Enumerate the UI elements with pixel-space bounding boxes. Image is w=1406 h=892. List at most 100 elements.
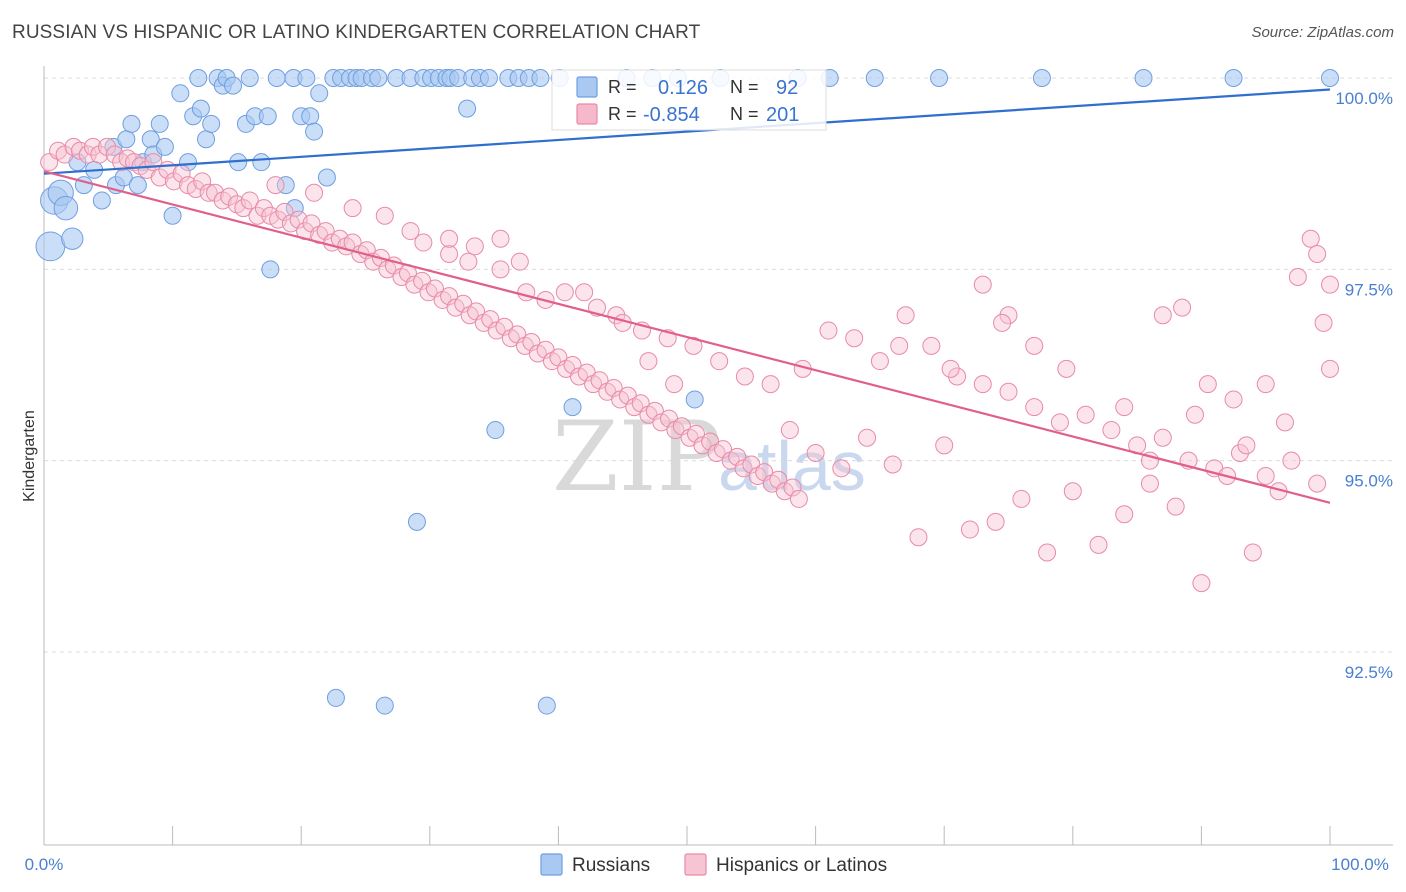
- hispanics-point-179: [1224, 390, 1243, 409]
- russians-point-18: [150, 114, 169, 133]
- trend-line-russians: [43, 88, 1331, 175]
- legend-n-value-russians: 92: [776, 77, 798, 99]
- hispanics-point-131: [845, 329, 864, 348]
- russians-point-89: [1134, 69, 1153, 87]
- hispanics-point-159: [1012, 489, 1031, 508]
- hispanics-point-139: [1050, 413, 1069, 432]
- hispanics-point-24: [206, 183, 225, 202]
- hispanics-point-177: [1173, 298, 1192, 317]
- hispanics-point-88: [645, 401, 664, 420]
- hispanics-point-176: [1153, 306, 1172, 325]
- x-axis-ticks: [43, 826, 1331, 845]
- russians-point-14: [128, 176, 147, 195]
- hispanics-point-118: [491, 260, 510, 279]
- hispanics-point-149: [1308, 474, 1327, 493]
- russians-point-78: [563, 398, 582, 417]
- hispanics-point-64: [481, 310, 500, 329]
- legend-r-value-russians: 0.126: [658, 77, 708, 99]
- legend-n-label-hispanics: N =: [730, 104, 759, 124]
- x-tick-label-max: 100.0%: [1331, 855, 1389, 874]
- hispanics-point-156: [935, 436, 954, 455]
- hispanics-point-143: [1153, 428, 1172, 447]
- hispanics-point-58: [440, 287, 459, 306]
- series-russians-points: [35, 69, 1339, 715]
- hispanics-point-125: [684, 336, 703, 355]
- hispanics-point-2: [55, 145, 74, 164]
- russians-point-27: [202, 114, 221, 133]
- russians-point-57: [375, 696, 394, 715]
- hispanics-point-185: [1057, 359, 1076, 378]
- russians-point-38: [261, 260, 280, 279]
- hispanics-point-121: [575, 283, 594, 302]
- hispanics-point-158: [986, 512, 1005, 531]
- russians-point-3: [53, 195, 79, 221]
- russians-point-31: [224, 76, 243, 95]
- hispanics-point-117: [459, 252, 478, 271]
- russians-point-12: [117, 130, 136, 149]
- hispanics-point-164: [1140, 474, 1159, 493]
- hispanics-point-150: [780, 421, 799, 440]
- russians-point-71: [486, 421, 505, 440]
- hispanics-point-163: [1115, 505, 1134, 524]
- hispanics-point-151: [806, 444, 825, 463]
- russians-point-39: [267, 69, 286, 87]
- hispanics-point-111: [305, 183, 324, 202]
- hispanics-point-171: [1301, 229, 1320, 248]
- hispanics-point-196: [510, 252, 529, 271]
- hispanics-point-191: [941, 359, 960, 378]
- hispanics-point-108: [783, 478, 802, 497]
- russians-point-36: [252, 153, 271, 172]
- russians-point-20: [163, 206, 182, 225]
- hispanics-point-192: [993, 313, 1012, 332]
- hispanics-point-94: [687, 424, 706, 443]
- russians-point-26: [197, 130, 216, 149]
- hispanics-point-184: [1025, 336, 1044, 355]
- russians-point-87: [930, 69, 949, 87]
- bottom-legend-label-russians: Russians: [572, 855, 650, 876]
- hispanics-point-6: [83, 137, 102, 156]
- hispanics-point-136: [973, 375, 992, 394]
- hispanics-point-155: [909, 528, 928, 547]
- russians-point-47: [310, 84, 329, 103]
- hispanics-point-194: [465, 237, 484, 256]
- source-label: Source: ZipAtlas.com: [1251, 24, 1394, 41]
- legend-r-value-hispanics: -0.854: [643, 104, 700, 126]
- hispanics-point-114: [401, 222, 420, 241]
- hispanics-point-153: [858, 428, 877, 447]
- hispanics-point-183: [999, 306, 1018, 325]
- hispanics-point-137: [999, 382, 1018, 401]
- hispanics-point-128: [761, 375, 780, 394]
- hispanics-point-112: [343, 199, 362, 218]
- russians-point-25: [191, 99, 210, 118]
- hispanics-point-140: [1076, 405, 1095, 424]
- russians-point-22: [179, 153, 198, 172]
- hispanics-point-134: [922, 336, 941, 355]
- russians-point-42: [285, 199, 304, 218]
- hispanics-point-166: [1192, 574, 1211, 593]
- russians-point-13: [122, 114, 141, 133]
- hispanics-point-172: [1308, 245, 1327, 264]
- russians-point-40: [276, 176, 295, 195]
- hispanics-point-152: [832, 459, 851, 478]
- hispanics-point-141: [1102, 421, 1121, 440]
- hispanics-point-18: [164, 172, 183, 191]
- russians-point-4: [61, 227, 84, 250]
- hispanics-point-182: [973, 275, 992, 294]
- trend-line-hispanics: [43, 170, 1331, 504]
- hispanics-point-160: [1038, 543, 1057, 562]
- bottom-legend-swatch-hispanics: [684, 853, 707, 876]
- hispanics-point-173: [1321, 275, 1339, 294]
- hispanics-point-40: [316, 222, 335, 241]
- russians-point-37: [258, 107, 277, 126]
- legend-swatch-hispanics: [576, 103, 598, 125]
- russians-point-60: [407, 512, 426, 531]
- hispanics-point-154: [883, 455, 902, 474]
- hispanics-point-168: [1243, 543, 1262, 562]
- series-legend: Russians Hispanics or Latinos: [540, 853, 887, 876]
- russians-point-91: [1321, 69, 1339, 87]
- hispanics-point-8: [98, 137, 117, 156]
- russians-point-50: [326, 688, 345, 707]
- hispanics-point-138: [1025, 398, 1044, 417]
- hispanics-point-200: [639, 352, 658, 371]
- hispanics-point-106: [769, 470, 788, 489]
